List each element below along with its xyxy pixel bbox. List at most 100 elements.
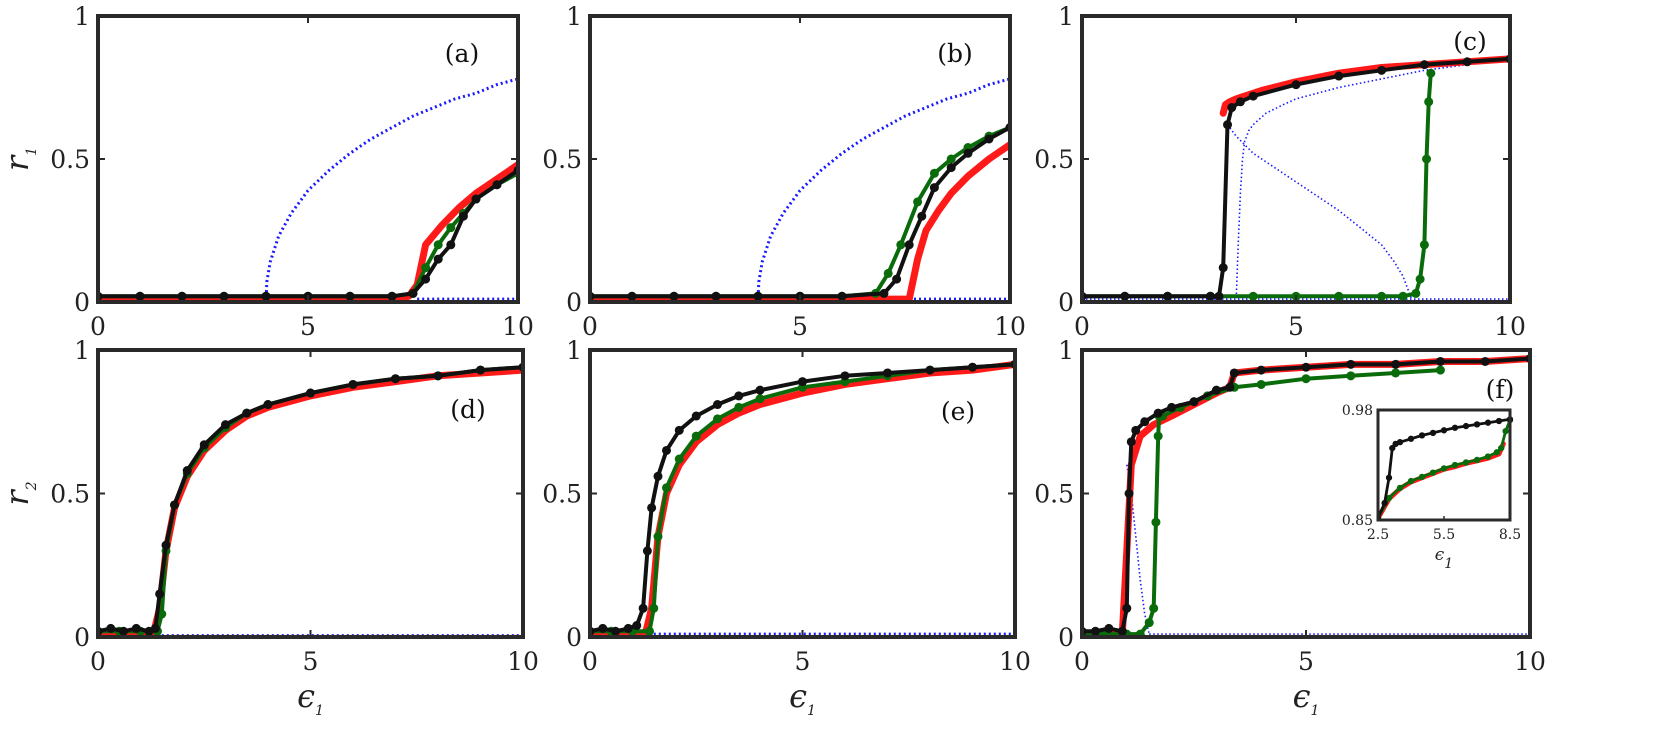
series-black-point-9 — [1153, 408, 1163, 418]
series-black-line — [1082, 356, 1530, 634]
panel-e: 0 5 10 0 0.5 1 ϵ1 (e) — [542, 336, 1031, 719]
series-red-line — [590, 360, 1015, 637]
series-black-point-6 — [1223, 120, 1233, 130]
series-black-point-2 — [177, 291, 187, 301]
series-black-point-12 — [713, 400, 722, 410]
series-black-point-6 — [837, 291, 847, 301]
series-green-point-10 — [1415, 274, 1425, 284]
series-red-line — [1219, 55, 1510, 117]
series-black-point-10 — [1167, 402, 1177, 412]
x-tick-label: 5 — [300, 312, 316, 341]
series-black-point-10 — [433, 254, 443, 264]
series-green-point-10 — [1484, 453, 1492, 460]
series-green-point-4 — [1144, 618, 1154, 628]
series-green-point-2 — [1396, 484, 1404, 491]
series-black-point-13 — [263, 400, 273, 410]
series-black-point-2 — [119, 626, 128, 636]
series-green-point-4 — [649, 603, 659, 613]
series-black-point-12 — [1377, 65, 1387, 75]
x-tick-label: 10 — [1514, 647, 1546, 676]
panel-label: (e) — [941, 397, 975, 426]
plot-area — [590, 77, 1010, 302]
series-black-point-16 — [1301, 362, 1311, 372]
series-black-point-8 — [1235, 97, 1245, 107]
x-tick-label: 0 — [582, 312, 598, 341]
series-black-point-4 — [1122, 603, 1132, 613]
plot-area — [98, 77, 518, 302]
series-green-line — [590, 125, 1010, 299]
inset-background — [1378, 410, 1510, 520]
series-green-point-12 — [1498, 444, 1505, 452]
x-tick-label: 5 — [303, 647, 319, 676]
series-black-point-8 — [170, 500, 179, 510]
series-black-point-5 — [638, 603, 648, 613]
series-green-point-4 — [1248, 291, 1258, 301]
series-black-line — [1082, 56, 1510, 299]
series-black-point-9 — [1440, 427, 1448, 434]
series-black-point-9 — [662, 445, 671, 455]
series-green-point-5 — [653, 532, 663, 542]
series-black-point-13 — [1419, 60, 1429, 70]
series-black-point-12 — [1473, 421, 1481, 428]
series-black-point-3 — [1117, 626, 1127, 636]
series-black-point-2 — [1104, 623, 1114, 633]
series-black-point-6 — [1126, 437, 1136, 447]
x-tick-label: 10 — [999, 647, 1031, 676]
series-black-point-9 — [1248, 91, 1258, 101]
series-black-point-6 — [1407, 435, 1415, 442]
series-black-point-4 — [753, 291, 763, 301]
series-green-point-16 — [1391, 368, 1401, 378]
panel-a: 0 5 10 0 0.5 1 r1 (a) — [0, 2, 534, 341]
series-green-point-9 — [1473, 456, 1481, 464]
series-black-point-19 — [968, 362, 977, 372]
series-blue-dotted-unstable-line — [1226, 124, 1413, 300]
series-green-point-3 — [645, 626, 654, 636]
series-green-point-4 — [1418, 473, 1426, 480]
plot-area — [1082, 54, 1510, 302]
series-black-point-5 — [1124, 489, 1134, 498]
panel-label: (b) — [937, 39, 973, 68]
series-black-point-1 — [1120, 291, 1130, 301]
series-black-point-14 — [755, 385, 765, 395]
series-green-point-9 — [421, 263, 431, 273]
series-black-point-7 — [1418, 432, 1426, 439]
series-black-line — [590, 125, 1010, 299]
y-axis-label: r2 — [0, 481, 40, 505]
series-red-line — [590, 141, 1010, 302]
y-tick-label: 0 — [1058, 623, 1074, 652]
series-black-point-8 — [892, 274, 902, 284]
series-black-point-13 — [1484, 419, 1492, 426]
inset-x-axis-label: ϵ1 — [1435, 545, 1453, 572]
y-tick-label: 0.5 — [50, 480, 90, 509]
series-black-point-11 — [929, 183, 939, 193]
series-black-point-3 — [1389, 444, 1396, 452]
x-tick-label: 0 — [1074, 647, 1090, 676]
series-black-point-8 — [408, 288, 418, 298]
series-black-point-18 — [925, 365, 935, 375]
series-black-point-8 — [653, 471, 663, 481]
series-black-point-4 — [261, 291, 271, 301]
series-green-point-6 — [1440, 465, 1448, 472]
plot-area — [1082, 354, 1530, 637]
series-black-point-5 — [1396, 439, 1404, 446]
series-black-point-16 — [391, 374, 400, 384]
series-black-point-14 — [306, 388, 315, 398]
series-green-point-6 — [1151, 517, 1161, 527]
inset-x-tick-label: 5.5 — [1433, 527, 1455, 543]
series-black-point-1 — [106, 623, 116, 633]
series-black-point-3 — [711, 291, 721, 301]
series-black-point-7 — [1131, 425, 1141, 435]
series-black-point-12 — [458, 211, 468, 221]
series-black-line — [1378, 417, 1511, 519]
series-black-point-13 — [1225, 382, 1235, 392]
series-green-point-15 — [1346, 371, 1356, 381]
series-green-point-11 — [1493, 449, 1500, 456]
y-tick-label: 0.5 — [542, 145, 582, 174]
series-black-point-14 — [1462, 57, 1472, 67]
series-black-point-7 — [647, 503, 657, 513]
plot-area — [590, 359, 1015, 637]
series-black-point-13 — [734, 391, 744, 401]
series-green-point-17 — [1435, 365, 1445, 375]
series-black-point-10 — [674, 425, 684, 435]
